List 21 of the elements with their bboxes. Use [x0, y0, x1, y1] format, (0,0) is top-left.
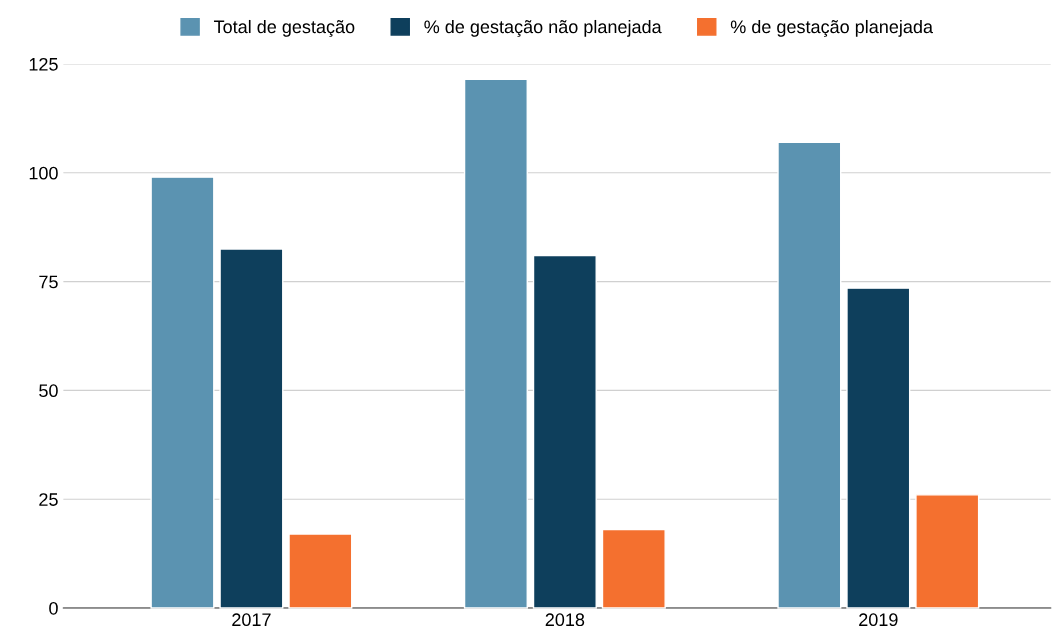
y-tick-label: 25: [39, 493, 58, 506]
y-tick-label: 100: [29, 166, 58, 180]
bar: [777, 141, 842, 609]
bar: [846, 287, 911, 609]
bar: [532, 254, 597, 609]
bar: [150, 176, 215, 609]
bar: [601, 528, 666, 609]
legend-label: % de gestação planejada: [730, 19, 934, 37]
x-tick-label: 2018: [545, 613, 585, 627]
legend-label: % de gestação não planejada: [424, 19, 662, 37]
bar: [288, 533, 353, 609]
y-tick-label: 75: [39, 275, 58, 289]
x-tick-label: 2017: [232, 613, 271, 627]
legend-label: Total de gestação: [213, 19, 355, 37]
bar: [915, 494, 980, 609]
y-tick-label: 50: [39, 384, 58, 398]
y-tick-label: 0: [49, 601, 58, 615]
x-tick-label: 2019: [859, 613, 898, 627]
bar: [463, 78, 528, 609]
y-tick-label: 125: [29, 57, 58, 71]
bar: [219, 248, 284, 609]
